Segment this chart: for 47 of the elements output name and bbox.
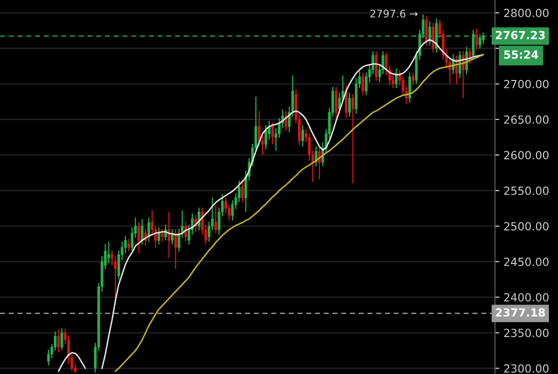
- candlestick: [241, 181, 244, 202]
- candlestick: [408, 72, 412, 103]
- y-tick-label: 2450.00: [504, 258, 549, 266]
- candlestick: [425, 16, 428, 46]
- y-tick-label: 2500.00: [504, 222, 549, 230]
- candlestick: [284, 110, 288, 132]
- candlestick: [352, 93, 354, 184]
- y-tick-label: 2400.00: [504, 293, 549, 302]
- candlestick: [468, 48, 472, 65]
- candlestick: [174, 228, 177, 270]
- y-tick-label: 2350.00: [504, 328, 549, 338]
- candlestick: [455, 54, 458, 84]
- candlestick: [158, 226, 160, 246]
- candlestick: [465, 46, 468, 74]
- candlestick: [137, 221, 140, 254]
- candlestick: [348, 92, 351, 118]
- y-tick-label: 2700.00: [504, 80, 549, 88]
- candlestick: [362, 72, 364, 96]
- y-tick-label: 2600.00: [504, 150, 549, 160]
- candlestick: [160, 228, 164, 242]
- candlestick: [314, 146, 318, 167]
- candlestick: [478, 34, 482, 49]
- candlestick: [127, 238, 130, 252]
- candlestick: [301, 124, 304, 148]
- candlestick: [412, 72, 414, 86]
- candlestick: [482, 32, 485, 45]
- candlestick: [57, 328, 60, 354]
- candlestick: [374, 50, 378, 82]
- candlestick: [164, 224, 167, 241]
- candlestick: [214, 204, 218, 234]
- ref-line-label: 2377.18: [496, 308, 545, 317]
- candlestick: [264, 124, 268, 150]
- candlestick: [271, 122, 274, 145]
- y-tick-label: 2550.00: [504, 186, 549, 195]
- y-tick-label: 2800.00: [504, 8, 549, 18]
- annotation: 2797.6 →: [370, 10, 418, 18]
- candlestick: [472, 29, 475, 60]
- y-tick-label: 2650.00: [504, 115, 549, 124]
- candlestick: [475, 28, 478, 50]
- candlestick: [168, 211, 170, 259]
- candlestick: [107, 241, 110, 264]
- candlestick: [334, 86, 338, 119]
- text: 55:24: [504, 50, 538, 59]
- candlestick: [318, 147, 321, 180]
- ref-line-label: 2767.23: [496, 30, 545, 40]
- candlestick: [60, 328, 64, 350]
- y-tick-label: 2300.00: [504, 364, 549, 373]
